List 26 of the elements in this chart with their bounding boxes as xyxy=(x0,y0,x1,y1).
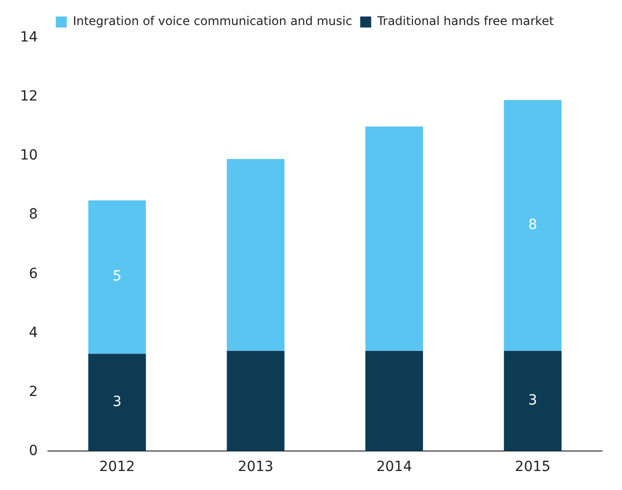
bar xyxy=(504,350,562,452)
y-tick-label: 6 xyxy=(28,266,38,282)
bar xyxy=(226,159,284,351)
x-tick-label: 2013 xyxy=(238,459,274,476)
y-tick-label: 12 xyxy=(20,88,38,105)
x-tick-label: 2015 xyxy=(514,459,551,476)
y-tick-label: 10 xyxy=(20,148,38,164)
x-tick-label: 2014 xyxy=(376,459,412,476)
bar xyxy=(226,350,284,452)
y-tick-label: 0 xyxy=(28,442,38,459)
x-tick-label: 2012 xyxy=(99,459,135,476)
y-tick-label: 4 xyxy=(28,324,38,341)
data-label: 3 xyxy=(528,392,538,409)
legend-label: Traditional hands free market xyxy=(376,14,554,28)
data-label: 3 xyxy=(112,394,122,410)
bar xyxy=(88,200,146,354)
data-label: 5 xyxy=(112,268,122,285)
y-tick-label: 2 xyxy=(28,384,38,400)
bar xyxy=(88,354,146,452)
y-tick-label: 8 xyxy=(28,206,38,223)
bar xyxy=(365,350,423,452)
y-tick-label: 14 xyxy=(20,30,38,46)
data-label: 8 xyxy=(528,217,538,234)
bar xyxy=(504,100,562,351)
legend-label: Integration of voice communication and music xyxy=(72,14,352,28)
bar xyxy=(365,126,423,351)
